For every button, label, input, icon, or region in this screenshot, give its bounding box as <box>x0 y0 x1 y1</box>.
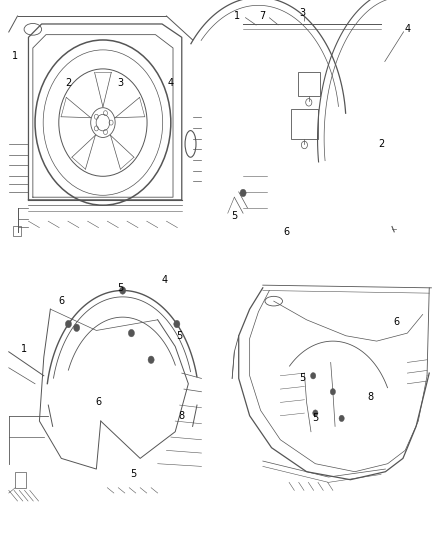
Circle shape <box>240 189 246 197</box>
Circle shape <box>313 410 318 416</box>
Text: 4: 4 <box>161 275 167 285</box>
Text: 8: 8 <box>367 392 373 402</box>
Text: 2: 2 <box>65 78 71 87</box>
Text: 5: 5 <box>312 414 318 423</box>
Text: 6: 6 <box>284 227 290 237</box>
Circle shape <box>330 389 336 395</box>
Bar <box>298 72 320 96</box>
Text: 6: 6 <box>95 398 102 407</box>
Text: 4: 4 <box>404 25 410 34</box>
Text: 5: 5 <box>117 283 124 293</box>
Bar <box>15 472 26 488</box>
Circle shape <box>120 287 126 294</box>
Circle shape <box>65 320 71 328</box>
Text: 3: 3 <box>299 9 305 18</box>
Text: 1: 1 <box>233 11 240 21</box>
Circle shape <box>174 320 180 328</box>
Circle shape <box>339 415 344 422</box>
Text: 6: 6 <box>58 296 64 306</box>
Text: 4: 4 <box>168 78 174 87</box>
Bar <box>291 109 318 139</box>
Circle shape <box>74 324 80 332</box>
Text: 6: 6 <box>393 318 399 327</box>
Text: 5: 5 <box>177 331 183 341</box>
Text: 1: 1 <box>12 51 18 61</box>
Circle shape <box>148 356 154 364</box>
Bar <box>13 226 21 236</box>
Text: 1: 1 <box>21 344 27 354</box>
Text: 5: 5 <box>299 374 305 383</box>
Text: 2: 2 <box>378 139 384 149</box>
Text: 5: 5 <box>231 211 237 221</box>
Circle shape <box>128 329 134 337</box>
Text: 5: 5 <box>131 470 137 479</box>
Text: 7: 7 <box>260 11 266 21</box>
Text: 3: 3 <box>117 78 124 87</box>
Circle shape <box>311 373 316 379</box>
Text: 8: 8 <box>179 411 185 421</box>
